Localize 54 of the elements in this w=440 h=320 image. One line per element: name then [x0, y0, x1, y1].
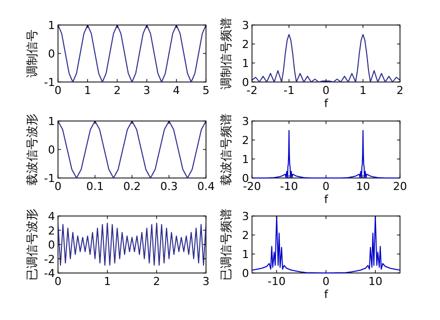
y-tick-label: 1	[242, 153, 249, 166]
y-tick-label: 4	[48, 210, 55, 223]
x-tick-label: -1	[284, 84, 294, 97]
x-tick-label: 0.3	[160, 180, 178, 193]
y-axis-title: 调制信号	[25, 30, 39, 78]
y-axis-title: 已调信号频谱	[219, 208, 233, 280]
x-tick-label: 10	[356, 180, 370, 193]
y-tick-label: -1	[44, 172, 55, 185]
y-tick-label: 2	[48, 224, 55, 238]
y-tick-label: -4	[44, 267, 55, 280]
y-tick-label: 1	[242, 248, 249, 261]
y-tick-label: 0	[48, 144, 55, 156]
x-tick-label: 1	[104, 275, 111, 288]
x-tick-label: 1	[360, 84, 366, 97]
y-tick-label: 1	[242, 57, 249, 70]
y-tick-label: 1	[48, 115, 55, 128]
x-tick-label: 3	[202, 275, 210, 288]
y-axis-title: 载波信号频谱	[219, 114, 233, 186]
x-tick-label: 0.2	[123, 180, 141, 193]
x-tick-label: 10	[368, 275, 382, 288]
y-tick-label: 3	[242, 19, 249, 32]
y-tick-label: 0	[48, 238, 55, 252]
x-tick-label: 5	[202, 84, 210, 97]
x-axis-title: f	[324, 288, 330, 301]
x-tick-label: 0	[322, 180, 330, 193]
x-tick-label: 0	[322, 84, 330, 97]
y-tick-label: -2	[44, 252, 55, 266]
x-tick-label: -10	[268, 275, 286, 288]
y-tick-label: 2	[242, 134, 249, 147]
y-tick-label: 0	[242, 76, 249, 89]
x-axis-title: f	[324, 97, 330, 110]
x-tick-label: 2	[396, 84, 404, 97]
x-tick-label: 1	[84, 84, 92, 97]
x-tick-label: 3	[143, 84, 150, 97]
y-tick-label: 3	[242, 115, 249, 128]
y-axis-title: 调制信号频谱	[219, 18, 233, 90]
x-tick-label: 4	[172, 84, 180, 97]
y-tick-label: 1	[48, 19, 55, 32]
y-tick-label: 2	[242, 38, 249, 51]
x-tick-label: -10	[280, 180, 298, 193]
y-tick-label: 0	[48, 48, 55, 60]
x-tick-label: 0.4	[197, 180, 215, 193]
y-tick-label: 2	[242, 229, 249, 242]
y-tick-label: -1	[44, 76, 55, 89]
y-tick-label: 3	[242, 210, 249, 223]
x-axis-title: f	[324, 193, 330, 206]
y-axis-title: 载波信号波形	[25, 114, 39, 186]
y-tick-label: 0	[242, 267, 249, 280]
x-tick-label: 0.1	[86, 180, 104, 193]
x-tick-label: 2	[114, 84, 121, 97]
y-axis-title: 已调信号波形	[25, 208, 39, 280]
x-tick-label: 20	[393, 180, 407, 193]
x-tick-label: 2	[153, 275, 160, 288]
x-tick-label: 0	[322, 275, 330, 288]
